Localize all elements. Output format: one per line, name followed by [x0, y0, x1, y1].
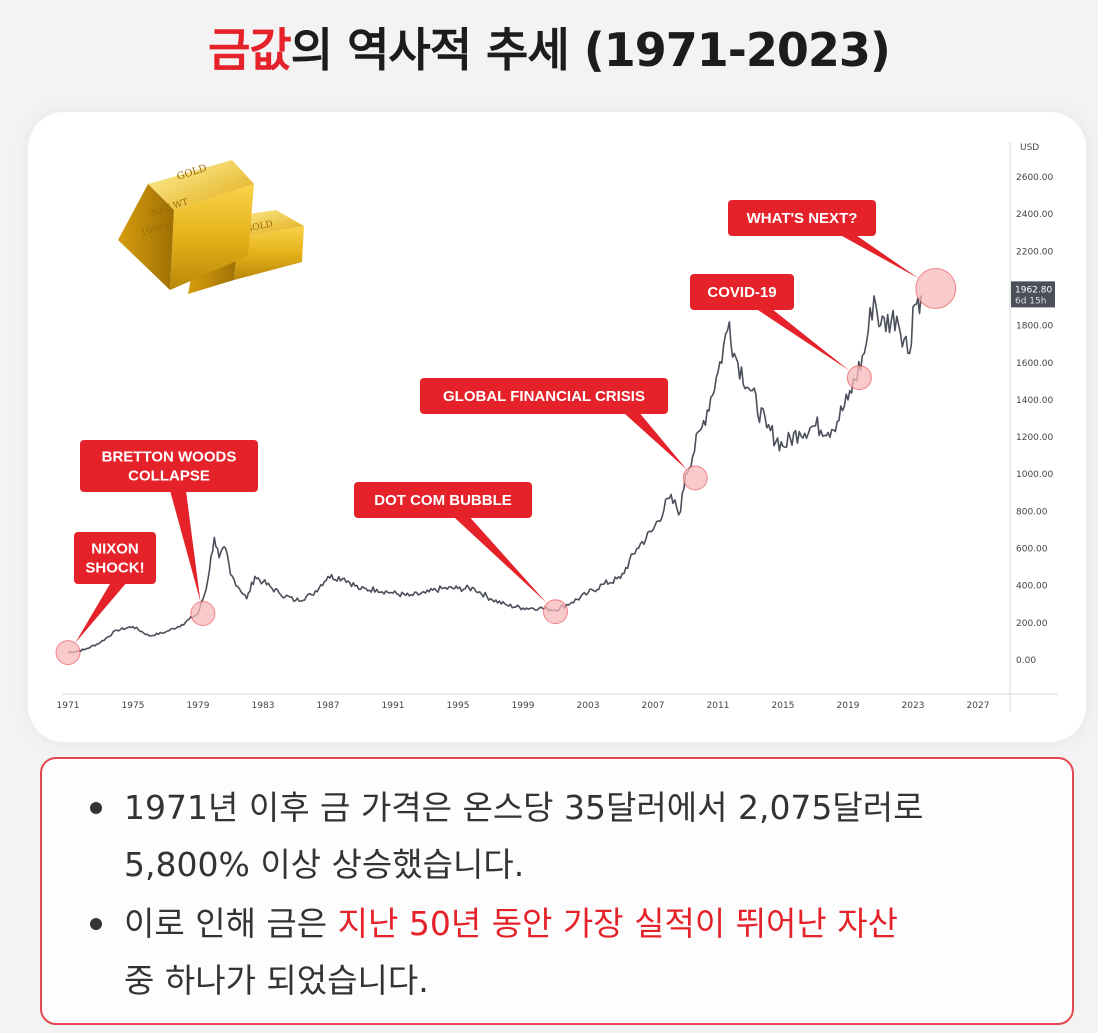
x-tick-label: 2015	[772, 701, 795, 711]
info-box: 1971년 이후 금 가격은 온스당 35달러에서 2,075달러로 5,800…	[40, 757, 1074, 1025]
y-tick-label: 2200.00	[1016, 247, 1053, 257]
y-tick-label: 800.00	[1016, 507, 1048, 517]
bullet-dot	[90, 918, 102, 930]
callout-label: DOT COM BUBBLE	[374, 492, 512, 509]
y-tick-label: 1800.00	[1016, 322, 1053, 332]
event-marker	[846, 365, 872, 391]
x-tick-label: 1983	[252, 701, 275, 711]
x-tick-label: 1995	[447, 701, 470, 711]
info-item-1-line2: 5,800% 이상 상승했습니다.	[124, 845, 525, 884]
annotations: NIXON SHOCK! BRETTON WOODS COLLAPSE DOT COM …	[55, 200, 957, 666]
callout-pointer	[622, 412, 687, 470]
event-marker	[915, 267, 957, 309]
info-item-1: 1971년 이후 금 가격은 온스당 35달러에서 2,075달러로 5,800…	[90, 779, 1042, 893]
info-item-2-line2: 중 하나가 되었습니다.	[124, 961, 429, 1000]
y-tick-label: 0.00	[1016, 656, 1036, 666]
callout-label: SHOCK!	[85, 560, 144, 577]
info-item-2-highlight: 지난 50년 동안 가장 실적이 뛰어난 자산	[337, 904, 898, 943]
gold-bar-front-face	[170, 184, 254, 290]
y-tick-label: 1600.00	[1016, 359, 1053, 369]
callout-pointer	[838, 234, 919, 279]
callout-box	[354, 482, 532, 518]
x-tick-label: 1987	[317, 701, 340, 711]
gold-bar-illustration: GOLD GOLD NET WT 1000 g	[118, 160, 304, 294]
y-tick-label: 600.00	[1016, 545, 1048, 555]
last-price-time: 6d 15h	[1015, 296, 1046, 306]
info-item-2-pre: 이로 인해 금은	[124, 904, 338, 943]
x-tick-label: 1991	[382, 701, 405, 711]
callout-box	[728, 200, 876, 236]
x-tick-label: 2019	[837, 701, 860, 711]
callout-label: BRETTON WOODS	[102, 449, 237, 466]
callout-pointer	[754, 308, 850, 371]
last-price-tag	[1011, 281, 1055, 308]
x-tick-label: 2027	[967, 701, 990, 711]
callout-box	[690, 274, 794, 310]
y-tick-label: 1400.00	[1016, 396, 1053, 406]
x-tick-label: 2011	[707, 701, 730, 711]
y-tick-label: 1000.00	[1016, 470, 1053, 480]
x-tick-label: 1979	[187, 701, 210, 711]
x-tick-label: 2003	[577, 701, 600, 711]
x-tick-label: 1971	[57, 701, 80, 711]
bullet-dot	[90, 802, 102, 814]
callout-box	[420, 378, 668, 414]
callout-box	[74, 532, 156, 584]
callout-pointer	[75, 582, 128, 643]
chart-axes: USD 0.00 200.00 400.00 600.00 800.00 1000.00 12…	[57, 142, 1058, 712]
callout-label: WHAT'S NEXT?	[747, 210, 858, 227]
event-marker	[190, 601, 216, 627]
event-marker	[682, 465, 708, 491]
y-tick-label: 2600.00	[1016, 173, 1053, 183]
gold-bar-front-side	[118, 184, 174, 290]
x-tick-label: 2007	[642, 701, 665, 711]
callout-pointer	[169, 490, 201, 602]
callout-label: COVID-19	[707, 284, 776, 301]
callout-label: GLOBAL FINANCIAL CRISIS	[443, 388, 645, 405]
y-tick-label: 200.00	[1016, 619, 1048, 629]
y-tick-label: 2400.00	[1016, 210, 1053, 220]
x-tick-label: 2023	[902, 701, 925, 711]
y-tick-label: 1200.00	[1016, 433, 1053, 443]
gold-bar-back-front	[234, 226, 304, 280]
price-series	[67, 295, 922, 654]
gold-price-chart: GOLD GOLD NET WT 1000 g USD 0.00 200.00 400…	[55, 142, 1058, 712]
title-accent: 금값	[208, 23, 292, 77]
y-axis-currency-label: USD	[1020, 143, 1039, 153]
callout-label: NIXON	[91, 541, 139, 558]
event-marker	[543, 599, 568, 625]
x-tick-label: 1975	[122, 701, 145, 711]
page-title: 금값의 역사적 추세 (1971-2023)	[0, 14, 1098, 80]
y-tick-label: 400.00	[1016, 582, 1048, 592]
info-item-1-line1: 1971년 이후 금 가격은 온스당 35달러에서 2,075달러로	[124, 788, 924, 827]
callout-pointer	[452, 516, 547, 604]
callout-label: COLLAPSE	[128, 468, 210, 485]
price-line	[67, 295, 922, 654]
callout-box	[80, 440, 258, 492]
info-list: 1971년 이후 금 가격은 온스당 35달러에서 2,075달러로 5,800…	[42, 759, 1072, 1009]
chart-card: GOLD GOLD NET WT 1000 g USD 0.00 200.00 400…	[28, 112, 1086, 742]
x-tick-label: 1999	[512, 701, 535, 711]
gold-bar-front-top	[148, 160, 254, 210]
info-item-2: 이로 인해 금은 지난 50년 동안 가장 실적이 뛰어난 자산 중 하나가 되…	[90, 895, 1042, 1009]
title-rest: 의 역사적 추세 (1971-2023)	[290, 23, 891, 77]
event-marker	[55, 640, 81, 666]
last-price-value: 1962.80	[1015, 285, 1052, 295]
